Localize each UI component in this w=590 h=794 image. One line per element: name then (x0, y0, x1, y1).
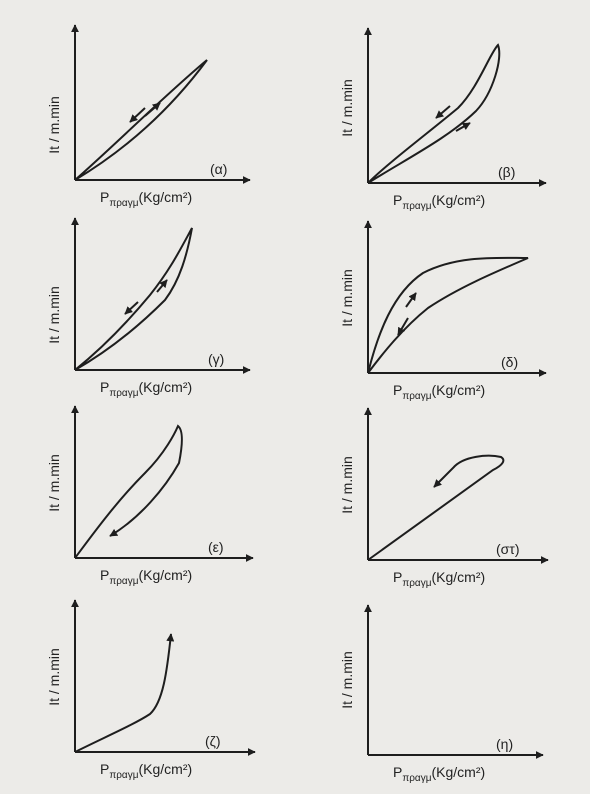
panel-tag: (γ) (208, 351, 224, 367)
panel-gamma: It / m.min Pπραγμ(Kg/cm²) (γ) (46, 217, 251, 399)
line-curve (367, 454, 505, 561)
x-axis-label: Pπραγμ(Kg/cm²) (100, 189, 192, 209)
panel-tag: (α) (210, 161, 227, 177)
loop-curve (74, 227, 193, 371)
panel-alpha: It / m.min Pπραγμ(Kg/cm²) (α) (46, 24, 251, 209)
y-axis-label: It / m.min (46, 648, 62, 706)
panel-st: It / m.min Pπραγμ(Kg/cm²) (στ) (339, 407, 549, 589)
loop-curve (367, 256, 529, 374)
y-axis-label: It / m.min (339, 269, 355, 327)
panel-eta: It / m.min Pπραγμ(Kg/cm²) (η) (339, 604, 544, 784)
panel-tag: (ζ) (205, 733, 221, 749)
direction-arrow-down (124, 301, 139, 315)
panel-tag: (δ) (501, 354, 518, 370)
direction-arrow-down (435, 105, 451, 119)
y-axis-label: It / m.min (46, 454, 62, 512)
panel-tag: (ε) (208, 539, 224, 555)
direction-arrow-up (156, 279, 168, 293)
direction-arrow-up (144, 102, 161, 117)
x-axis-label: Pπραγμ(Kg/cm²) (393, 192, 485, 212)
panel-zeta: It / m.min Pπραγμ(Kg/cm²) (ζ) (46, 599, 256, 781)
direction-arrow-down (129, 107, 146, 123)
x-axis-label: Pπραγμ(Kg/cm²) (393, 382, 485, 402)
panel-tag: (β) (498, 164, 515, 180)
panel-tag: (η) (496, 736, 513, 752)
panel-epsilon: It / m.min Pπραγμ(Kg/cm²) (ε) (46, 405, 254, 587)
panel-delta: It / m.min Pπραγμ(Kg/cm²) (δ) (339, 220, 547, 402)
loop-curve (74, 424, 183, 559)
x-axis-label: Pπραγμ(Kg/cm²) (100, 761, 192, 781)
x-axis-label: Pπραγμ(Kg/cm²) (100, 379, 192, 399)
direction-arrow-up (405, 292, 417, 308)
x-axis-label: Pπραγμ(Kg/cm²) (100, 567, 192, 587)
y-axis-label: It / m.min (46, 286, 62, 344)
loop-curve (74, 59, 208, 181)
loop-curve (367, 43, 501, 184)
direction-arrow-down (397, 317, 409, 336)
direction-arrow-up (455, 122, 471, 132)
x-axis-label: Pπραγμ(Kg/cm²) (393, 569, 485, 589)
y-axis-label: It / m.min (339, 456, 355, 514)
panel-beta: It / m.min Pπραγμ(Kg/cm²) (β) (339, 27, 547, 212)
rising-curve (74, 633, 175, 753)
panel-tag: (στ) (496, 541, 520, 557)
x-axis-label: Pπραγμ(Kg/cm²) (393, 764, 485, 784)
y-axis-label: It / m.min (339, 651, 355, 709)
y-axis-label: It / m.min (46, 96, 62, 154)
y-axis-label: It / m.min (339, 79, 355, 137)
